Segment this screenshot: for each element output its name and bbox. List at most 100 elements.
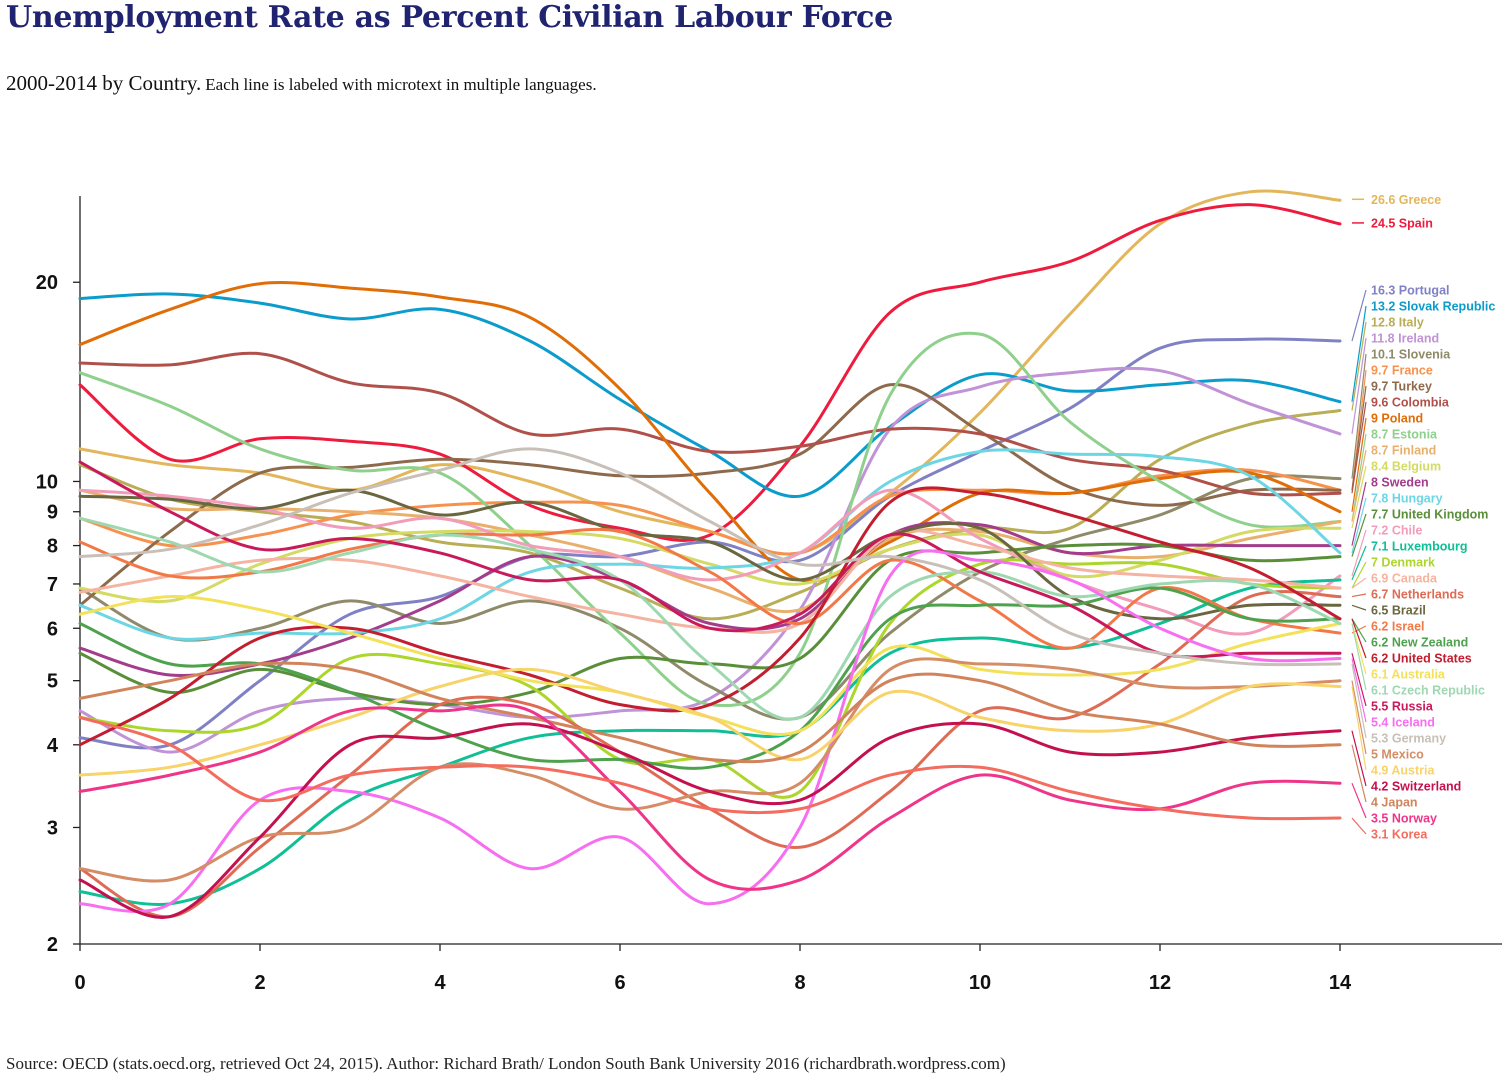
series-line-chile xyxy=(78,488,1342,636)
y-tick-label: 7 xyxy=(47,574,58,596)
label-leader xyxy=(1351,401,1367,494)
y-tick-label: 3 xyxy=(47,817,58,839)
label-leader xyxy=(1351,449,1367,522)
series-labels: 26.6 Greece 24.5 Spain 16.3 Portugal 13.2 S… xyxy=(1351,193,1495,842)
series-label-greece: 26.6 Greece xyxy=(1371,193,1441,207)
label-leader xyxy=(1351,289,1367,342)
series-label-germany: 5.3 Germany xyxy=(1371,732,1446,746)
series-label-australia: 6.1 Australia xyxy=(1371,668,1446,682)
series-line-israel xyxy=(78,527,1342,650)
series-line-czech-republic xyxy=(78,516,1342,721)
label-leader xyxy=(1351,321,1367,411)
y-tick-label: 5 xyxy=(47,671,58,693)
series-label-poland: 9 Poland xyxy=(1371,412,1423,426)
x-tick-label: 2 xyxy=(254,972,265,994)
label-leader xyxy=(1351,481,1367,546)
series-label-sweden: 8 Sweden xyxy=(1371,476,1429,490)
series-label-korea: 3.1 Korea xyxy=(1371,828,1428,842)
series-line-iceland xyxy=(78,549,1342,913)
series-line-luxembourg xyxy=(78,578,1342,906)
series-line-norway xyxy=(78,703,1342,891)
series-label-mexico: 5 Mexico xyxy=(1371,748,1424,762)
label-leader xyxy=(1351,686,1367,771)
label-leader xyxy=(1351,465,1367,529)
series-label-italy: 12.8 Italy xyxy=(1371,316,1424,330)
series-label-canada: 6.9 Canada xyxy=(1371,572,1438,586)
series-line-switzerland xyxy=(78,721,1342,919)
series-line-slovenia xyxy=(78,474,1342,721)
series-label-united-states: 6.2 United States xyxy=(1371,652,1472,666)
series-label-colombia: 9.6 Colombia xyxy=(1371,396,1450,410)
series-line-ireland xyxy=(78,366,1342,754)
x-tick-label: 6 xyxy=(614,972,625,994)
series-label-belgium: 8.4 Belgium xyxy=(1371,460,1441,474)
series-line-denmark xyxy=(78,558,1342,799)
label-leader xyxy=(1351,604,1367,611)
series-label-hungary: 7.8 Hungary xyxy=(1371,492,1443,506)
series-label-luxembourg: 7.1 Luxembourg xyxy=(1371,540,1468,554)
series-label-france: 9.7 France xyxy=(1371,364,1433,378)
series-line-korea xyxy=(78,715,1342,821)
series-line-france xyxy=(78,467,1342,556)
series-label-switzerland: 4.2 Switzerland xyxy=(1371,780,1461,794)
series-line-belgium xyxy=(78,526,1342,604)
series-label-brazil: 6.5 Brazil xyxy=(1371,604,1426,618)
series-line-sweden xyxy=(78,521,1342,677)
label-leader xyxy=(1351,623,1367,691)
series-label-finland: 8.7 Finland xyxy=(1371,444,1436,458)
chart-title: Unemployment Rate as Percent Civilian La… xyxy=(6,0,893,35)
series-label-slovenia: 10.1 Slovenia xyxy=(1371,348,1451,362)
series-label-netherlands: 6.7 Netherlands xyxy=(1371,588,1464,602)
label-leader xyxy=(1351,744,1367,803)
label-leader xyxy=(1351,680,1367,755)
y-tick-label: 8 xyxy=(47,536,58,558)
series-label-chile: 7.2 Chile xyxy=(1371,524,1422,538)
x-tick-label: 12 xyxy=(1149,972,1171,994)
y-tick-label: 10 xyxy=(36,471,58,493)
series-line-new-zealand xyxy=(78,586,1342,770)
y-tick-label: 2 xyxy=(47,934,58,956)
series-line-japan xyxy=(78,661,1342,764)
label-leader xyxy=(1351,353,1367,479)
y-tick-label: 4 xyxy=(47,735,59,757)
series-line-greece xyxy=(78,189,1342,556)
x-tick-label: 10 xyxy=(969,972,991,994)
label-leader xyxy=(1351,497,1367,554)
series-line-mexico xyxy=(78,657,1342,883)
x-tick-label: 14 xyxy=(1329,972,1352,994)
series-label-austria: 4.9 Austria xyxy=(1371,764,1436,778)
y-tick-label: 6 xyxy=(47,618,58,640)
series-label-new-zealand: 6.2 New Zealand xyxy=(1371,636,1468,650)
series-label-russia: 5.5 Russia xyxy=(1371,700,1434,714)
label-leader xyxy=(1351,561,1367,589)
series-label-slovak-republic: 13.2 Slovak Republic xyxy=(1371,300,1495,314)
series-line-germany xyxy=(78,447,1342,667)
x-tick-label: 8 xyxy=(794,972,805,994)
series-line-russia xyxy=(78,460,1342,659)
series-label-spain: 24.5 Spain xyxy=(1371,216,1433,230)
series-lines xyxy=(78,189,1342,919)
label-leader xyxy=(1351,529,1367,577)
label-leader xyxy=(1351,545,1367,581)
label-leader xyxy=(1351,658,1367,723)
label-leader xyxy=(1351,618,1367,659)
label-leader xyxy=(1351,417,1367,512)
x-tick-label: 4 xyxy=(434,972,446,994)
subtitle-lead: 2000-2014 by Country. xyxy=(6,71,202,95)
series-label-estonia: 8.7 Estonia xyxy=(1371,428,1438,442)
series-line-hungary xyxy=(78,448,1342,641)
label-leader xyxy=(1351,618,1367,643)
label-leader xyxy=(1351,730,1367,787)
label-leader xyxy=(1351,782,1367,819)
label-leader xyxy=(1351,513,1367,557)
label-leader xyxy=(1351,663,1367,739)
label-leader xyxy=(1351,593,1367,598)
series-label-czech-republic: 6.1 Czech Republic xyxy=(1371,684,1485,698)
series-label-denmark: 7 Denmark xyxy=(1371,556,1435,570)
series-label-portugal: 16.3 Portugal xyxy=(1371,284,1450,298)
series-line-turkey xyxy=(78,383,1342,607)
series-line-united-states xyxy=(78,486,1342,747)
series-line-finland xyxy=(78,488,1342,613)
